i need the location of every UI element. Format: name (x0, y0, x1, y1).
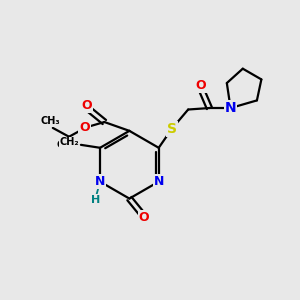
Text: CH₃: CH₃ (57, 140, 79, 150)
Text: N: N (154, 175, 164, 188)
Text: S: S (167, 122, 177, 136)
Text: N: N (95, 175, 105, 188)
Text: O: O (79, 121, 90, 134)
Text: O: O (195, 80, 206, 92)
Text: N: N (225, 101, 236, 115)
Text: N: N (225, 101, 236, 115)
Text: CH₂: CH₂ (59, 137, 79, 147)
Text: O: O (139, 211, 149, 224)
Text: O: O (81, 99, 92, 112)
Text: H: H (91, 195, 100, 205)
Text: CH₃: CH₃ (41, 116, 60, 126)
